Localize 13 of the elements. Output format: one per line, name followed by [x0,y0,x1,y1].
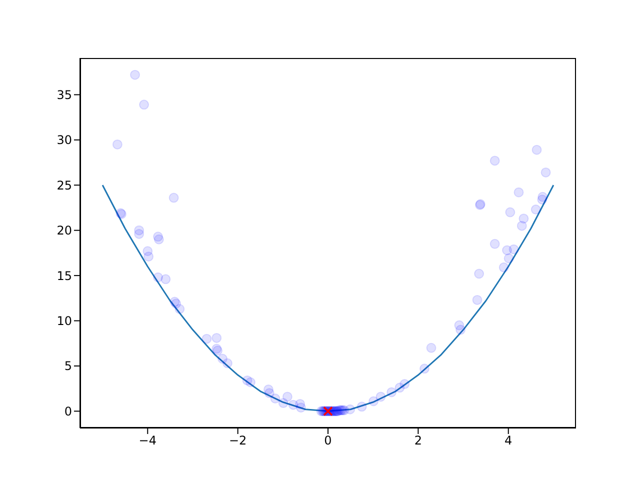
y-tick-label: 0 [64,404,72,418]
x-tick-label: −4 [138,434,156,448]
y-tick-label: 25 [56,178,72,192]
y-tick-label: 10 [56,314,72,328]
x-tick-label: 2 [414,434,422,448]
y-tick-label: 30 [56,133,72,148]
x-tick-label: 4 [504,434,512,448]
y-tick-label: 35 [56,88,72,102]
y-tick-label: 15 [56,268,72,283]
x-tick-label: −2 [228,434,247,448]
y-tick-label: 5 [64,359,72,374]
x-tick-label: 0 [324,434,332,448]
y-tick-label: 20 [56,224,72,238]
